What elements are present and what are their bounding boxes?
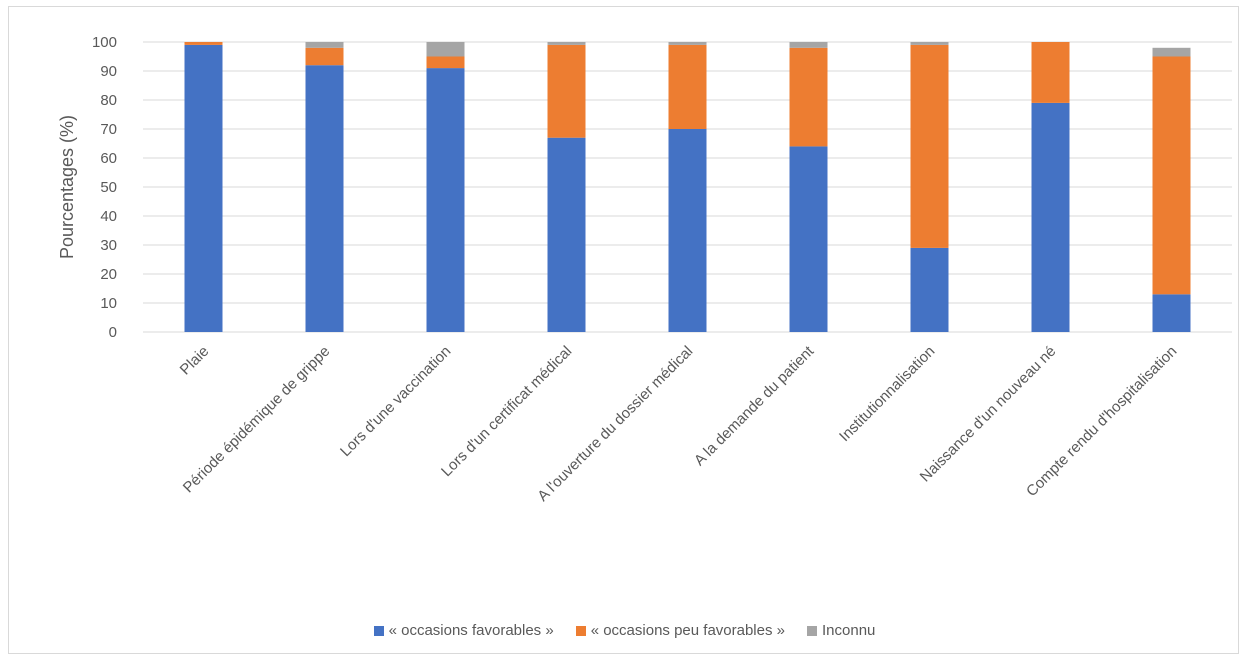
bar-segment [426,56,465,69]
bars [184,42,1191,333]
y-tick-label: 80 [100,92,117,109]
bar-segment [1031,42,1070,103]
bar-segment [1152,47,1191,57]
legend-label: « occasions favorables » [388,622,554,639]
legend: « occasions favorables » « occasions peu … [0,622,1249,639]
bar-segment [1152,294,1191,332]
x-category-label: Naissance d'un nouveau né [917,343,1060,486]
bar-segment [789,146,828,332]
legend-swatch [373,625,384,636]
x-category-label: Lors d'un certificat médical [438,343,575,480]
bar-segment [305,42,344,48]
bar-segment [426,42,465,57]
bar-segment [668,42,707,45]
y-tick-label: 10 [100,295,117,312]
legend-swatch [575,625,586,636]
legend-label: Inconnu [822,622,876,639]
bar-segment [426,68,465,332]
x-category-label: Plaie [177,343,213,379]
x-category-label: Lors d'une vaccination [337,343,454,460]
legend-label: « occasions peu favorables » [590,622,785,639]
y-tick-label: 40 [100,208,117,225]
bar-segment [547,44,586,138]
bar-segment [305,65,344,332]
legend-swatch [807,625,817,636]
y-tick-label: 30 [100,237,117,254]
bar-segment [668,44,707,129]
y-tick-label: 70 [100,121,117,138]
bar-segment [1152,56,1191,295]
bar-segment [184,42,223,45]
legend-item: Inconnu [807,622,875,639]
y-tick-label: 60 [100,150,117,167]
bar-segment [910,42,949,45]
y-tick-label: 90 [100,63,117,80]
y-tick-label: 0 [109,324,117,341]
x-category-label: Institutionnalisation [836,343,938,445]
bar-segment [789,47,828,147]
y-tick-label: 20 [100,266,117,283]
bar-segment [184,44,223,333]
bar-segment [305,47,344,66]
legend-item: « occasions peu favorables » [575,622,785,639]
bar-segment [789,42,828,48]
legend-item: « occasions favorables » [373,622,554,639]
x-category-label: Période épidémique de grippe [180,343,334,497]
x-category-label: A la demande du patient [691,342,818,469]
y-tick-label: 50 [100,179,117,196]
bar-segment [910,44,949,248]
bar-segment [1031,102,1070,333]
y-tick-label: 100 [92,34,117,51]
bar-segment [547,42,586,45]
bar-segment [668,129,707,332]
y-axis-label: Pourcentages (%) [57,115,77,259]
bar-segment [547,137,586,332]
bar-segment [910,247,949,332]
y-axis-ticks: 0 10 20 30 40 50 60 70 80 90 100 [92,34,117,341]
